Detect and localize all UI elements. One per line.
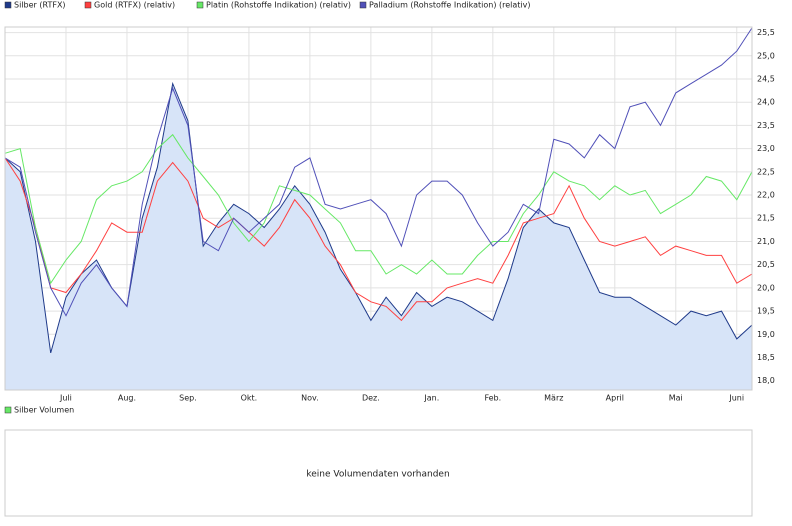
x-tick-label: Okt.	[241, 394, 258, 403]
volume-legend-swatch	[4, 406, 12, 414]
y-tick-label: 19,0	[757, 330, 775, 339]
legend-label: Palladium (Rohstoffe Indikation) (relati…	[369, 1, 531, 10]
legend-swatch	[196, 1, 204, 9]
x-tick-label: Aug.	[118, 394, 136, 403]
plot-border	[4, 26, 753, 391]
x-tick-label: April	[606, 394, 624, 403]
y-tick-label: 20,5	[757, 260, 775, 269]
y-tick-label: 23,5	[757, 121, 775, 130]
y-tick-label: 24,5	[757, 74, 775, 83]
x-tick-label: Sep.	[179, 394, 197, 403]
x-tick-label: Nov.	[301, 394, 319, 403]
line	[4, 133, 753, 285]
y-tick-label: 25,5	[757, 28, 775, 37]
line	[4, 157, 753, 322]
legend-label: Platin (Rohstoffe Indikation) (relativ)	[206, 1, 351, 10]
y-tick-label: 18,5	[757, 353, 775, 362]
x-tick-label: Juli	[59, 394, 72, 403]
y-tick-label: 20,0	[757, 283, 775, 292]
legend-swatch	[4, 1, 12, 9]
area	[5, 83, 752, 390]
volume-panel	[4, 429, 753, 517]
x-tick-label: Mai	[669, 394, 683, 403]
y-tick-label: 21,0	[757, 237, 775, 246]
y-tick-label: 23,0	[757, 144, 775, 153]
legend-label: Gold (RTFX) (relativ)	[94, 1, 175, 10]
y-tick-label: 22,0	[757, 191, 775, 200]
no-data-message: keine Volumendaten vorhanden	[306, 470, 449, 480]
volume-legend: Silber Volumen	[14, 406, 74, 415]
x-tick-label: Feb.	[484, 394, 501, 403]
legend-label: Silber (RTFX)	[14, 1, 66, 10]
x-tick-label: Dez.	[362, 394, 380, 403]
y-tick-label: 22,5	[757, 167, 775, 176]
y-tick-label: 24,0	[757, 98, 775, 107]
y-tick-label: 19,5	[757, 307, 775, 316]
y-tick-label: 25,0	[757, 51, 775, 60]
x-tick-label: März	[544, 394, 563, 403]
x-tick-label: Juni	[728, 394, 744, 403]
legend-swatch	[359, 1, 367, 9]
x-tick-label: Jan.	[423, 394, 439, 403]
y-tick-label: 21,5	[757, 214, 775, 223]
line	[4, 27, 753, 317]
y-tick-label: 18,0	[757, 376, 775, 385]
legend-swatch	[84, 1, 92, 9]
